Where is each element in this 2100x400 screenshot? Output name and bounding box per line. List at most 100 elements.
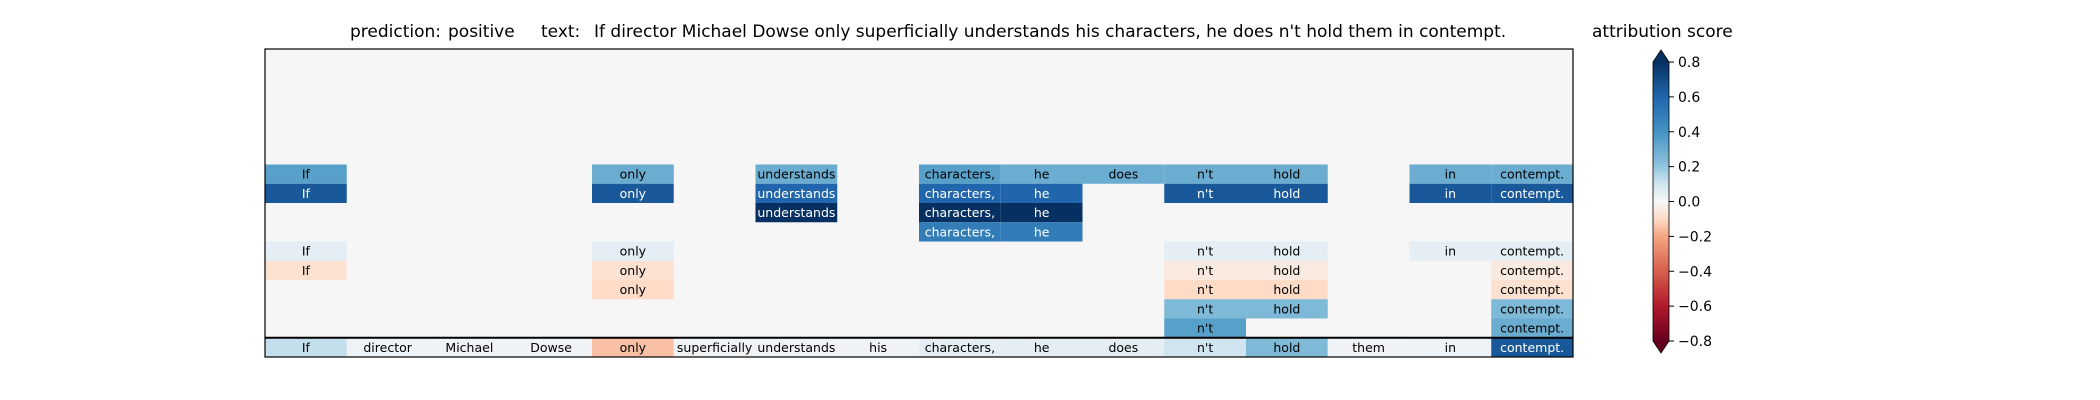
- cell-label: contempt.: [1500, 321, 1564, 336]
- colorbar-tick-label: −0.6: [1678, 299, 1712, 315]
- colorbar-tick-label: 0.0: [1678, 195, 1700, 211]
- cell-label: he: [1034, 340, 1050, 355]
- heatmap-cell: [265, 164, 347, 184]
- colorbar-title: attribution score: [1592, 22, 1733, 42]
- heatmap-cell: [1491, 183, 1573, 203]
- heatmap-cell: [919, 183, 1001, 203]
- cell-label: does: [1108, 340, 1138, 355]
- heatmap-cell: [592, 164, 674, 184]
- cell-label: he: [1034, 167, 1050, 182]
- cell-label: If: [302, 340, 311, 355]
- heatmap-cell: [1246, 260, 1328, 280]
- heatmap-cell: [1246, 164, 1328, 184]
- cell-label: his: [869, 340, 887, 355]
- heatmap-cell: [1409, 183, 1492, 203]
- heatmap-cell: [1082, 337, 1165, 357]
- heatmap-cell: [592, 241, 674, 261]
- cell-label: them: [1352, 340, 1385, 355]
- colorbar-tick-label: −0.8: [1678, 334, 1712, 350]
- heatmap-cell: [1164, 318, 1246, 338]
- heatmap-cell: [1327, 337, 1410, 357]
- cell-label: does: [1108, 167, 1138, 182]
- cell-label: in: [1445, 167, 1456, 182]
- cell-label: only: [620, 340, 647, 355]
- cell-label: n't: [1197, 340, 1213, 355]
- heatmap-cell: [1491, 337, 1573, 357]
- cell-label: n't: [1197, 167, 1213, 182]
- heatmap-cell: [1491, 164, 1573, 184]
- cell-label: Michael: [445, 340, 493, 355]
- heatmap-cell: [1000, 183, 1083, 203]
- colorbar-tick-label: 0.2: [1678, 160, 1700, 176]
- colorbar-tick-label: 0.6: [1678, 90, 1700, 106]
- prediction-label: prediction:: [350, 22, 442, 42]
- heatmap-cell: [592, 280, 674, 300]
- colorbar-tick-label: 0.4: [1678, 125, 1700, 141]
- cell-label: hold: [1273, 282, 1300, 297]
- heatmap-cell: [1491, 299, 1573, 319]
- cell-label: hold: [1273, 263, 1300, 278]
- heatmap-cell: [1246, 337, 1328, 357]
- heatmap-cell: [1164, 299, 1246, 319]
- heatmap-cell: [1491, 318, 1573, 338]
- heatmap-cell: [1409, 164, 1492, 184]
- heatmap-cell: [1000, 203, 1083, 223]
- cell-label: hold: [1273, 186, 1300, 201]
- colorbar-gradient: [1653, 62, 1669, 341]
- cell-label: superficially: [677, 340, 753, 355]
- cell-label: hold: [1273, 340, 1300, 355]
- heatmap-cell: [755, 203, 838, 223]
- cell-label: understands: [757, 340, 835, 355]
- cell-label: n't: [1197, 263, 1213, 278]
- heatmap-cell: [1409, 241, 1492, 261]
- cell-label: only: [620, 167, 647, 182]
- cell-label: understands: [757, 186, 835, 201]
- heatmap-cell: [592, 183, 674, 203]
- heatmap-cell: [1246, 183, 1328, 203]
- cell-label: in: [1445, 340, 1456, 355]
- heatmap-cell: [1409, 337, 1492, 357]
- cell-label: contempt.: [1500, 301, 1564, 316]
- cell-label: only: [620, 282, 647, 297]
- heatmap-cell: [1164, 241, 1246, 261]
- heatmap-cell: [510, 337, 592, 357]
- cell-label: in: [1445, 186, 1456, 201]
- cell-label: characters,: [925, 167, 995, 182]
- cell-label: If: [302, 167, 311, 182]
- heatmap-cell: [1164, 164, 1246, 184]
- cell-label: only: [620, 244, 647, 259]
- heatmap-cell: [265, 241, 347, 261]
- colorbar-tick-label: −0.2: [1678, 229, 1712, 245]
- heatmap-cell: [755, 337, 838, 357]
- cell-label: he: [1034, 186, 1050, 201]
- cell-label: n't: [1197, 301, 1213, 316]
- cell-label: n't: [1197, 321, 1213, 336]
- heatmap-cell: [1246, 241, 1328, 261]
- heatmap-cell: [265, 337, 347, 357]
- text-label: text:: [541, 22, 581, 42]
- cell-label: understands: [757, 167, 835, 182]
- heatmap-cell: [1246, 299, 1328, 319]
- heatmap-cell: [1000, 222, 1083, 242]
- cell-label: contempt.: [1500, 167, 1564, 182]
- colorbar-tick-label: 0.8: [1678, 55, 1700, 71]
- cell-label: characters,: [925, 205, 995, 220]
- cell-label: hold: [1273, 244, 1300, 259]
- cell-label: understands: [757, 205, 835, 220]
- cell-label: contempt.: [1500, 340, 1564, 355]
- heatmap-cell: [1491, 260, 1573, 280]
- colorbar-tick-label: −0.4: [1678, 264, 1712, 280]
- heatmap-cell: [1491, 280, 1573, 300]
- cell-label: hold: [1273, 167, 1300, 182]
- heatmap-cell: [592, 337, 674, 357]
- cell-label: contempt.: [1500, 263, 1564, 278]
- heatmap-cell: [673, 337, 756, 357]
- cell-label: If: [302, 244, 311, 259]
- heatmap-cell: [592, 260, 674, 280]
- heatmap-cell: [919, 222, 1001, 242]
- colorbar-max-extend: [1653, 50, 1669, 62]
- cell-label: only: [620, 263, 647, 278]
- heatmap-cell: [755, 183, 838, 203]
- cell-label: contempt.: [1500, 282, 1564, 297]
